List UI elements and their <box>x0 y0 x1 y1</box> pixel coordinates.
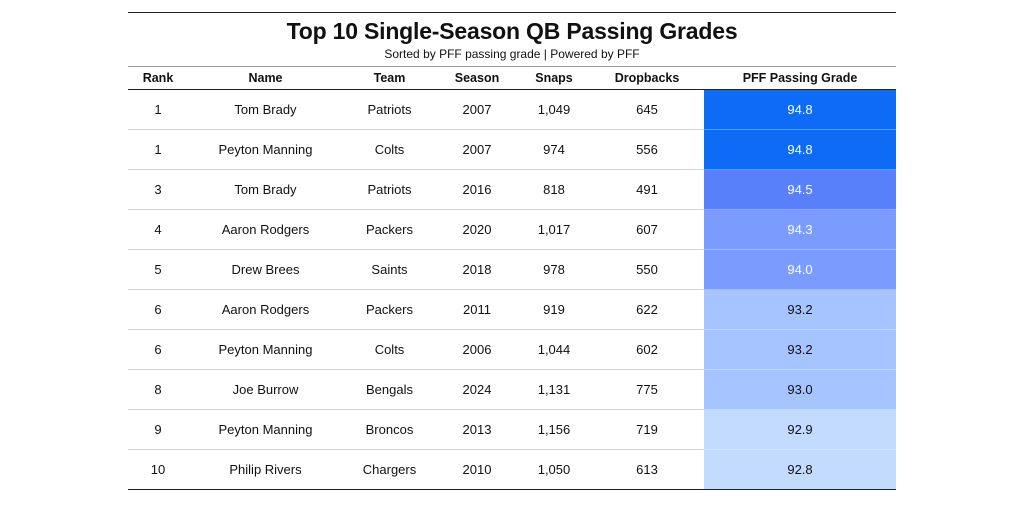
grades-table: Rank Name Team Season Snaps Dropbacks PF… <box>128 66 896 490</box>
cell-team: Packers <box>343 209 436 250</box>
cell-season: 2024 <box>436 369 518 410</box>
cell-snaps: 1,049 <box>518 89 590 130</box>
cell-dropbacks: 607 <box>590 209 704 250</box>
top-rule <box>128 12 896 13</box>
cell-rank: 1 <box>128 89 188 130</box>
cell-name: Aaron Rodgers <box>188 289 343 330</box>
cell-team: Packers <box>343 289 436 330</box>
cell-snaps: 974 <box>518 129 590 170</box>
cell-team: Patriots <box>343 169 436 210</box>
cell-dropbacks: 491 <box>590 169 704 210</box>
header-team: Team <box>343 66 436 90</box>
cell-snaps: 978 <box>518 249 590 290</box>
cell-season: 2010 <box>436 449 518 490</box>
cell-snaps: 818 <box>518 169 590 210</box>
cell-dropbacks: 719 <box>590 409 704 450</box>
cell-rank: 4 <box>128 209 188 250</box>
table-row: 5 Drew Brees Saints 2018 978 550 94.0 <box>128 249 896 290</box>
cell-rank: 1 <box>128 129 188 170</box>
cell-dropbacks: 775 <box>590 369 704 410</box>
cell-name: Tom Brady <box>188 169 343 210</box>
header-season: Season <box>436 66 518 90</box>
cell-season: 2011 <box>436 289 518 330</box>
cell-grade: 93.2 <box>704 329 896 370</box>
cell-grade: 94.8 <box>704 129 896 170</box>
cell-season: 2007 <box>436 89 518 130</box>
table-row: 6 Aaron Rodgers Packers 2011 919 622 93.2 <box>128 289 896 330</box>
header-row: Rank Name Team Season Snaps Dropbacks PF… <box>128 66 896 90</box>
cell-name: Peyton Manning <box>188 329 343 370</box>
table-body: 1 Tom Brady Patriots 2007 1,049 645 94.8 1 Peyto… <box>128 89 896 490</box>
cell-grade: 94.0 <box>704 249 896 290</box>
cell-rank: 6 <box>128 329 188 370</box>
table-row: 9 Peyton Manning Broncos 2013 1,156 719 92.9 <box>128 409 896 450</box>
cell-snaps: 1,017 <box>518 209 590 250</box>
table-row: 4 Aaron Rodgers Packers 2020 1,017 607 94.3 <box>128 209 896 250</box>
cell-grade: 92.8 <box>704 449 896 490</box>
cell-name: Philip Rivers <box>188 449 343 490</box>
cell-name: Aaron Rodgers <box>188 209 343 250</box>
table-row: 8 Joe Burrow Bengals 2024 1,131 775 93.0 <box>128 369 896 410</box>
cell-grade: 94.5 <box>704 169 896 210</box>
cell-name: Drew Brees <box>188 249 343 290</box>
header-dropbacks: Dropbacks <box>590 66 704 90</box>
cell-grade: 94.3 <box>704 209 896 250</box>
cell-snaps: 1,050 <box>518 449 590 490</box>
table-row: 1 Peyton Manning Colts 2007 974 556 94.8 <box>128 129 896 170</box>
cell-grade: 93.0 <box>704 369 896 410</box>
cell-rank: 8 <box>128 369 188 410</box>
cell-grade: 94.8 <box>704 89 896 130</box>
cell-dropbacks: 602 <box>590 329 704 370</box>
cell-name: Peyton Manning <box>188 129 343 170</box>
cell-team: Colts <box>343 129 436 170</box>
cell-rank: 9 <box>128 409 188 450</box>
chart-subtitle: Sorted by PFF passing grade | Powered by… <box>384 47 640 61</box>
cell-name: Tom Brady <box>188 89 343 130</box>
cell-team: Broncos <box>343 409 436 450</box>
cell-season: 2020 <box>436 209 518 250</box>
cell-season: 2018 <box>436 249 518 290</box>
cell-team: Patriots <box>343 89 436 130</box>
cell-team: Chargers <box>343 449 436 490</box>
cell-dropbacks: 622 <box>590 289 704 330</box>
cell-snaps: 1,044 <box>518 329 590 370</box>
cell-season: 2016 <box>436 169 518 210</box>
cell-season: 2013 <box>436 409 518 450</box>
cell-snaps: 1,156 <box>518 409 590 450</box>
header-grade: PFF Passing Grade <box>704 66 896 90</box>
cell-team: Colts <box>343 329 436 370</box>
table-row: 6 Peyton Manning Colts 2006 1,044 602 93.2 <box>128 329 896 370</box>
cell-name: Joe Burrow <box>188 369 343 410</box>
cell-snaps: 919 <box>518 289 590 330</box>
chart-container: Top 10 Single-Season QB Passing Grades S… <box>128 12 896 490</box>
cell-season: 2006 <box>436 329 518 370</box>
cell-dropbacks: 550 <box>590 249 704 290</box>
header-rank: Rank <box>128 66 188 90</box>
cell-rank: 3 <box>128 169 188 210</box>
cell-team: Bengals <box>343 369 436 410</box>
cell-dropbacks: 556 <box>590 129 704 170</box>
cell-rank: 5 <box>128 249 188 290</box>
cell-dropbacks: 645 <box>590 89 704 130</box>
cell-team: Saints <box>343 249 436 290</box>
cell-season: 2007 <box>436 129 518 170</box>
chart-title: Top 10 Single-Season QB Passing Grades <box>286 18 738 44</box>
cell-rank: 10 <box>128 449 188 490</box>
header-name: Name <box>188 66 343 90</box>
table-row: 1 Tom Brady Patriots 2007 1,049 645 94.8 <box>128 89 896 130</box>
cell-name: Peyton Manning <box>188 409 343 450</box>
cell-rank: 6 <box>128 289 188 330</box>
cell-grade: 93.2 <box>704 289 896 330</box>
table-row: 3 Tom Brady Patriots 2016 818 491 94.5 <box>128 169 896 210</box>
header-snaps: Snaps <box>518 66 590 90</box>
table-row: 10 Philip Rivers Chargers 2010 1,050 613 92.8 <box>128 449 896 490</box>
cell-snaps: 1,131 <box>518 369 590 410</box>
cell-dropbacks: 613 <box>590 449 704 490</box>
cell-grade: 92.9 <box>704 409 896 450</box>
